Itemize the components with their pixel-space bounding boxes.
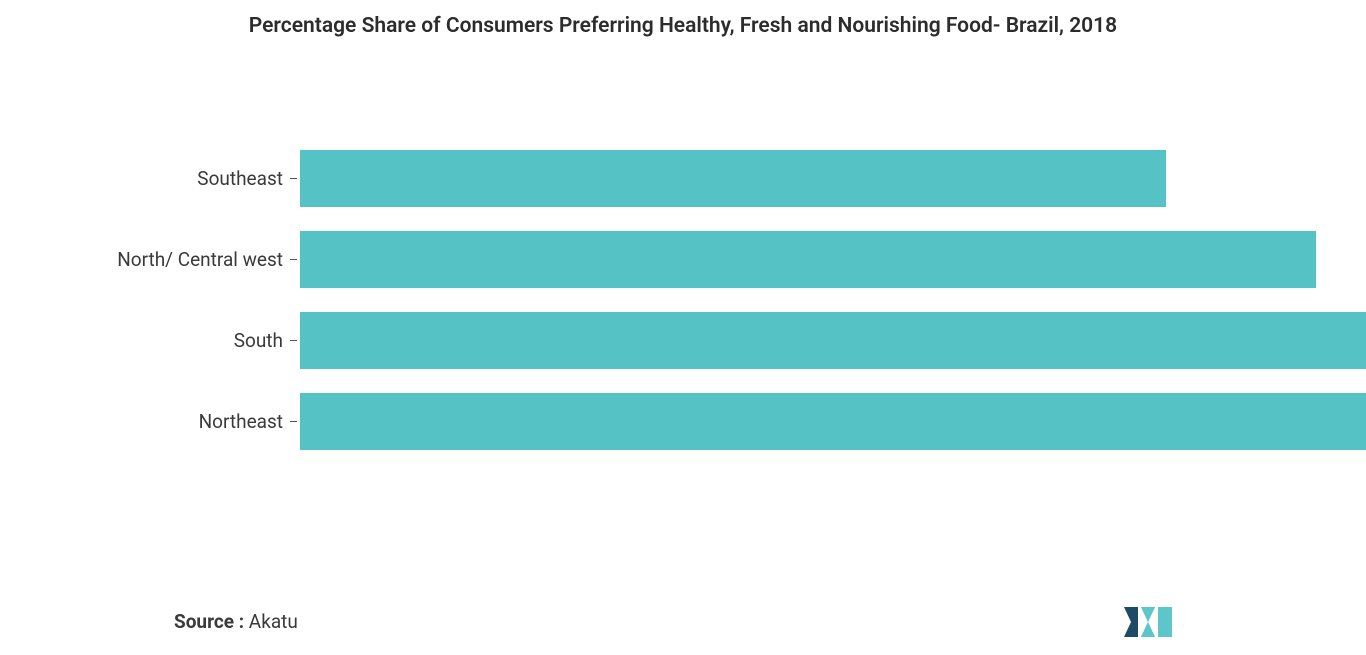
logo-shape-3 — [1158, 607, 1172, 637]
category-label: Northeast — [199, 410, 289, 433]
logo-shape-1 — [1124, 607, 1138, 637]
logo-shape-2b — [1141, 607, 1155, 622]
brand-logo — [1124, 607, 1172, 637]
source-value: Akatu — [244, 610, 298, 633]
category-label: South — [234, 329, 289, 352]
bar — [300, 393, 1366, 450]
bar — [300, 150, 1166, 207]
chart-container: Percentage Share of Consumers Preferring… — [0, 0, 1366, 655]
category-label: North/ Central west — [117, 248, 289, 271]
axis-tick — [290, 259, 297, 260]
bar — [300, 312, 1366, 369]
source-label: Source : — [174, 610, 244, 633]
bar — [300, 231, 1316, 288]
logo-shape-2c — [1141, 622, 1155, 637]
axis-tick — [290, 340, 297, 341]
source-line: Source : Akatu — [174, 610, 298, 633]
category-label: Southeast — [197, 167, 289, 190]
axis-tick — [290, 178, 297, 179]
axis-tick — [290, 421, 297, 422]
plot-area: Southeast North/ Central west South Northea… — [0, 0, 1366, 655]
